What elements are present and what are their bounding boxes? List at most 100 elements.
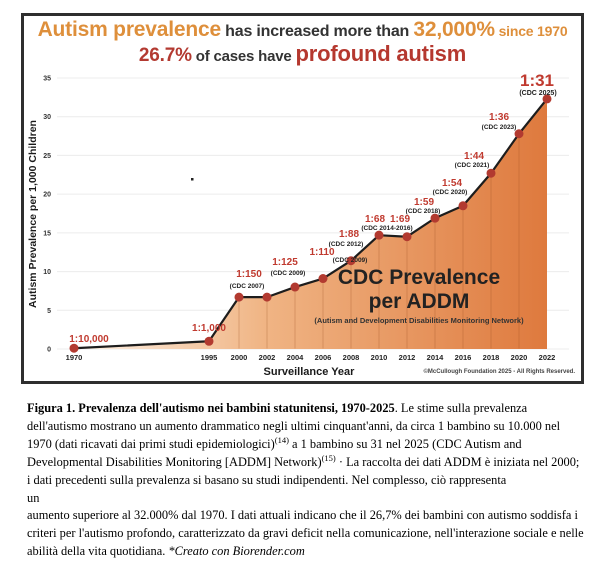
data-point-2022 [542,94,552,104]
area-fill [74,98,547,349]
stray-dot [191,178,194,181]
x-tick-label-2008: 2008 [343,353,360,362]
headline-increase-text: has increased more than [220,23,414,40]
headline-profound-autism: profound autism [295,40,467,66]
data-point-2006 [318,274,328,284]
headline-since-1970: since 1970 [494,23,568,39]
cdc-label-2010: (CDC 2014-2016) [361,225,412,232]
headline-line2: 26.7% of cases have profound autism [24,40,581,67]
y-tick-label: 35 [43,76,51,83]
headline-32000-pct: 32,000% [413,18,495,41]
x-tick-label-2020: 2020 [511,353,528,362]
axis-titles: Surveillance Year Autism Prevalence per 1… [27,120,355,378]
annotation-addm-subtitle: (Autism and Development Disabilities Mon… [314,316,524,325]
y-tick-label: 5 [47,308,51,315]
ratio-label-1970: 1:10,000 [69,334,109,345]
x-tick-label-2002: 2002 [259,353,276,362]
annotation-per-addm: per ADDM [369,290,470,313]
caption-bold-lead: Figura 1. Prevalenza dell'autismo nei ba… [27,401,395,415]
y-tick-label: 15 [43,230,51,237]
x-tick-label-2004: 2004 [287,353,305,362]
figure-headline: Autism prevalence has increased more tha… [24,16,581,72]
data-point-2000 [234,292,244,302]
data-point-2008 [346,256,356,266]
x-tick-label-2016: 2016 [455,353,472,362]
cdc-label-2008: (CDC 2012) [329,241,364,248]
caption-word-un: un [27,490,40,505]
x-axis-tick-labels: 1970 1995 2000 2002 2004 2006 2008 2010 2012 2014… [66,353,556,362]
x-axis-title: Surveillance Year [264,366,356,378]
copyright-text: ©McCullough Foundation 2025 - All Rights… [423,368,575,375]
data-point-2010 [374,230,384,240]
y-tick-label: 0 [47,347,51,354]
x-tick-label-2012: 2012 [399,353,416,362]
data-point-2016 [458,201,468,211]
figure-frame: Autism prevalence has increased more tha… [21,13,584,384]
ratio-label-2000: 1:150 [236,269,262,280]
caption-seg2: a 1 bambino su 31 nel 2025 (CDC Autism a… [27,436,522,469]
data-point-2002 [262,292,272,302]
cdc-label-2006: (CDC 2009) [333,257,368,264]
ratio-label-2004: 1:125 [272,257,298,268]
ratio-label-2010: 1:68 [365,214,385,225]
x-tick-label-1995: 1995 [201,353,218,362]
headline-267-pct: 26.7% [138,44,192,66]
ratio-label-2014: 1:59 [414,197,434,208]
chart-copyright: ©McCullough Foundation 2025 - All Rights… [423,368,575,375]
data-point-2012 [402,232,412,242]
data-point-1995 [204,336,214,346]
ratio-label-2022: 1:31 [520,72,554,90]
cdc-label-2000: (CDC 2007) [230,283,265,290]
trend-line [72,97,549,350]
data-points [69,94,552,353]
caption-para2: aumento superiore al 32.000% dal 1970. I… [27,508,584,559]
headline-autism-prevalence: Autism prevalence [37,18,222,41]
cdc-label-2004: (CDC 2009) [271,270,306,277]
ratio-label-2016: 1:54 [442,178,462,189]
gridlines [57,77,569,350]
caption-seg1: . Le stime sulla prevalenza dell'autismo… [27,401,561,451]
headline-line1: Autism prevalence has increased more tha… [24,18,581,42]
data-point-2014 [430,213,440,223]
headline-cases-text: of cases have [191,47,296,65]
data-point-2004 [290,282,300,292]
y-tick-label: 25 [43,153,51,160]
point-labels: 1:10,000 1:1,000 1:150 (CDC 2007) 1:125 (CDC … [69,72,556,345]
ratio-label-2018: 1:44 [464,151,484,162]
x-tick-label-2018: 2018 [483,353,500,362]
caption-biorender-credit: *Creato con Biorender.com [168,544,305,559]
x-tick-label-2010: 2010 [371,353,388,362]
x-tick-label-2022: 2022 [539,353,556,362]
y-axis-title: Autism Prevalence per 1,000 Children [27,120,39,308]
cdc-label-2016: (CDC 2020) [433,189,468,196]
ratio-label-2008: 1:88 [339,229,359,240]
x-tick-label-1970: 1970 [66,353,83,362]
caption-footnote-15: (15) [321,452,336,463]
data-point-2018 [486,168,496,178]
data-point-2020 [514,129,524,139]
ratio-label-2006: 1:110 [309,247,334,258]
figure-caption: Figura 1. Prevalenza dell'autismo nei ba… [27,400,584,561]
cdc-label-2018: (CDC 2021) [455,162,490,169]
ratio-label-2020: 1:36 [489,112,509,123]
caption-seg3: · La raccolta dei dati ADDM è iniziata n… [27,454,580,487]
annotation-cdc-prevalence: CDC Prevalence [338,266,500,289]
cdc-label-2022: (CDC 2025) [519,90,556,97]
x-tick-label-2014: 2014 [427,353,445,362]
stray-dot [191,178,194,181]
data-point-1970 [69,343,79,353]
x-tick-label-2000: 2000 [231,353,248,362]
ratio-label-1995: 1:1,000 [192,323,226,334]
y-axis-tick-labels: 0 5 10 15 20 25 30 35 [43,76,51,354]
cdc-label-2020: (CDC 2023) [482,124,517,131]
ratio-label-2012: 1:69 [390,214,410,225]
cdc-label-2014: (CDC 2018) [406,208,441,215]
area-year-separators [238,135,520,349]
x-tick-label-2006: 2006 [315,353,332,362]
caption-footnote-14: (14) [274,434,289,445]
y-tick-label: 20 [43,192,51,199]
y-tick-label: 30 [43,114,51,121]
